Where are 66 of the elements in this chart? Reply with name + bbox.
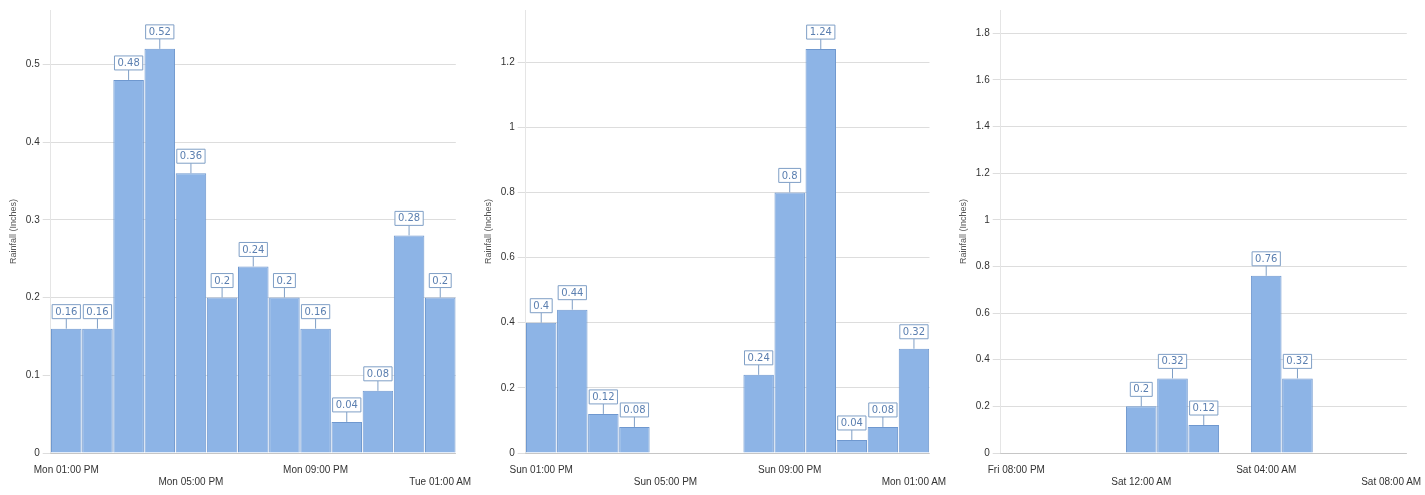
data-label: 0.32 [1161, 355, 1184, 367]
data-label: 0.2 [214, 274, 231, 286]
data-label: 0.08 [366, 367, 390, 379]
y-tick-label: 0 [509, 446, 516, 458]
data-label: 0.48 [117, 57, 140, 69]
y-tick-label: 0.4 [500, 316, 516, 328]
x-tick-label: Sat 08:00 AM [1361, 475, 1422, 487]
y-tick-label: 0.8 [500, 186, 516, 198]
data-label: 0.4 [533, 299, 550, 311]
data-label: 1.24 [809, 26, 832, 38]
data-label: 0.24 [747, 351, 770, 363]
data-label: 0.04 [840, 417, 863, 429]
y-tick-label: 1 [984, 213, 991, 225]
y-tick-label: 0.6 [975, 306, 991, 318]
y-tick-label: 1.4 [975, 120, 991, 132]
data-label: 0.08 [623, 404, 646, 416]
x-tick-label: Sun 09:00 PM [758, 463, 822, 475]
data-label: 0.44 [561, 286, 584, 298]
x-tick-label: Mon 01:00 PM [33, 463, 99, 475]
data-label: 0.32 [1286, 355, 1309, 367]
y-tick-label: 1.2 [500, 55, 516, 67]
data-label: 0.12 [592, 391, 615, 403]
x-tick-label: Mon 01:00 AM [881, 475, 947, 487]
y-tick-label: 0.8 [975, 260, 991, 272]
x-tick-label: Sun 05:00 PM [633, 475, 698, 487]
x-tick-label: Mon 09:00 PM [283, 463, 349, 475]
data-label: 0.2 [1133, 383, 1150, 395]
data-label: 0.36 [179, 150, 203, 162]
x-tick-label: Sat 04:00 AM [1236, 463, 1297, 475]
y-tick-label: 0.5 [25, 58, 41, 70]
x-tick-label: Sat 12:00 AM [1111, 475, 1172, 487]
data-label: 0.28 [397, 212, 421, 224]
y-tick-label: 0 [34, 446, 41, 458]
data-label: 0.12 [1192, 402, 1215, 414]
x-tick-label: Fri 08:00 PM [987, 463, 1045, 475]
y-tick-label: 0 [984, 446, 991, 458]
data-label: 0.2 [276, 274, 293, 286]
y-tick-label: 1.6 [975, 73, 991, 85]
y-tick-label: 0.4 [975, 353, 991, 365]
y-axis-title: Rainfall (Inches) [482, 198, 493, 265]
data-label: 0.32 [902, 325, 926, 337]
data-label: 0.08 [871, 404, 895, 416]
y-tick-label: 0.3 [25, 213, 41, 225]
y-tick-label: 1.8 [975, 27, 991, 39]
data-label: 0.2 [432, 274, 449, 286]
y-tick-label: 0.6 [500, 251, 516, 263]
data-label: 0.76 [1255, 252, 1278, 264]
y-tick-label: 1 [509, 121, 516, 133]
y-tick-label: 0.1 [25, 369, 41, 381]
y-axis-title: Rainfall (Inches) [7, 198, 18, 265]
y-tick-label: 0.2 [975, 400, 991, 412]
data-label: 0.24 [242, 243, 265, 255]
y-tick-label: 1.2 [975, 166, 991, 178]
x-tick-label: Tue 01:00 AM [409, 475, 472, 487]
data-label: 0.52 [148, 25, 171, 37]
x-tick-label: Mon 05:00 PM [158, 475, 224, 487]
x-tick-label: Sun 01:00 PM [509, 463, 573, 475]
y-tick-label: 0.4 [25, 135, 41, 147]
data-label: 0.16 [86, 305, 109, 317]
data-label: 0.8 [781, 169, 798, 181]
data-label: 0.04 [335, 399, 358, 411]
data-label: 0.16 [55, 305, 78, 317]
y-tick-label: 0.2 [25, 291, 41, 303]
data-label: 0.16 [304, 305, 327, 317]
y-axis-title: Rainfall (Inches) [957, 198, 968, 265]
y-tick-label: 0.2 [500, 381, 516, 393]
